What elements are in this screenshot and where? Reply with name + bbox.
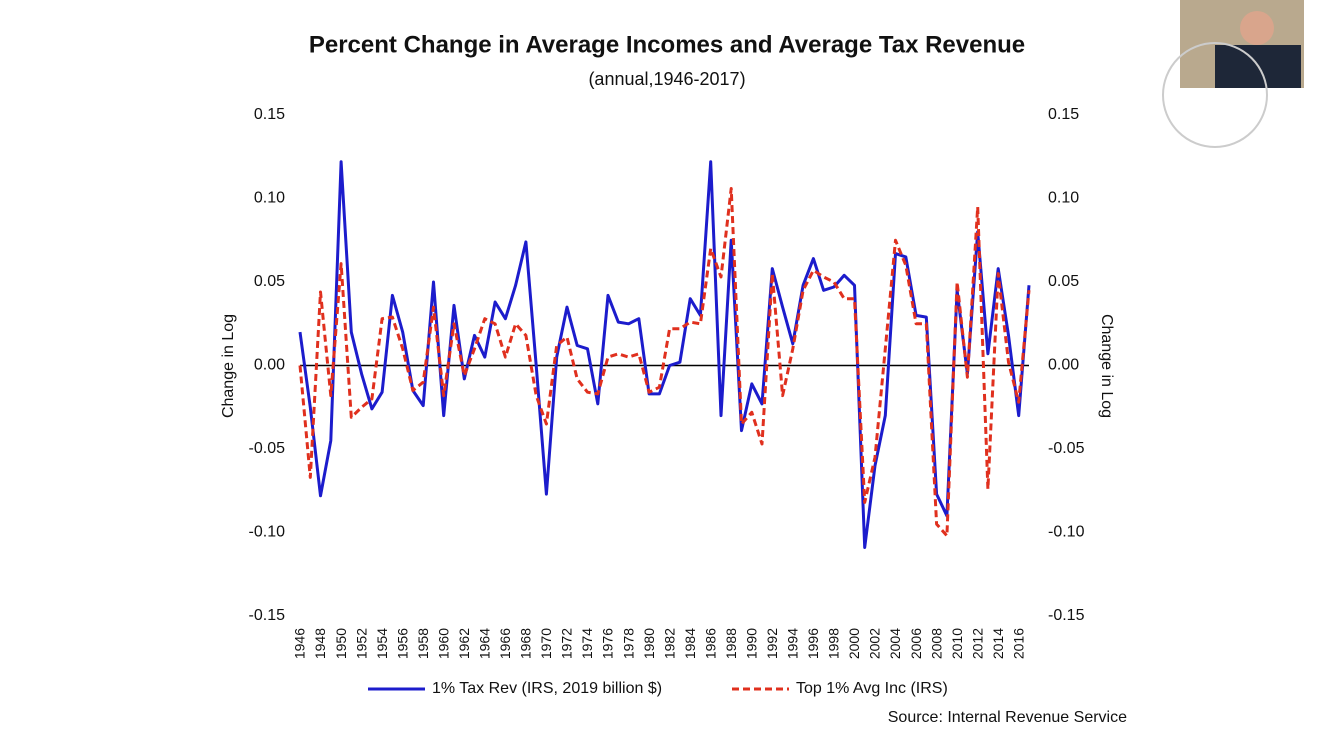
y-tick-label: 0.10 bbox=[254, 190, 285, 207]
x-tick-label: 1946 bbox=[292, 628, 308, 659]
x-tick-label: 1988 bbox=[723, 628, 739, 659]
y-tick-label: 0.05 bbox=[254, 273, 285, 290]
y2-tick-label: -0.15 bbox=[1048, 607, 1085, 624]
x-tick-label: 2006 bbox=[908, 628, 924, 659]
x-tick-label: 1956 bbox=[394, 628, 410, 659]
x-tick-label: 1964 bbox=[477, 628, 493, 659]
x-tick-label: 1974 bbox=[579, 628, 595, 659]
y-tick-label: -0.05 bbox=[249, 440, 286, 457]
x-tick-label: 2010 bbox=[949, 628, 965, 659]
x-tick-label: 1984 bbox=[682, 628, 698, 659]
x-tick-label: 1992 bbox=[764, 628, 780, 659]
x-tick-label: 1966 bbox=[497, 628, 513, 659]
y-tick-label: 0.15 bbox=[254, 106, 285, 123]
series-line bbox=[298, 187, 1031, 538]
x-tick-label: 1948 bbox=[312, 628, 328, 659]
x-tick-label: 1980 bbox=[641, 628, 657, 659]
x-tick-label: 2012 bbox=[969, 628, 985, 659]
x-tick-label: 1962 bbox=[456, 628, 472, 659]
x-tick-label: 1970 bbox=[538, 628, 554, 659]
x-tick-label: 1986 bbox=[702, 628, 718, 659]
y-tick-label: -0.10 bbox=[249, 524, 286, 541]
y-axis-label: Change in Log bbox=[220, 314, 237, 418]
x-tick-label: 2008 bbox=[928, 628, 944, 659]
y2-tick-label: 0.15 bbox=[1048, 106, 1079, 123]
y2-tick-label: -0.10 bbox=[1048, 524, 1085, 541]
source-note: Source: Internal Revenue Service bbox=[888, 709, 1127, 726]
x-tick-label: 1978 bbox=[620, 628, 636, 659]
y2-tick-label: 0.10 bbox=[1048, 190, 1079, 207]
x-tick-label: 2016 bbox=[1010, 628, 1026, 659]
y2-axis-label: Change in Log bbox=[1098, 314, 1115, 418]
chart-title: Percent Change in Average Incomes and Av… bbox=[309, 31, 1025, 58]
x-tick-label: 1958 bbox=[415, 628, 431, 659]
x-tick-label: 1996 bbox=[805, 628, 821, 659]
y-tick-label: 0.00 bbox=[254, 357, 285, 374]
legend-label: 1% Tax Rev (IRS, 2019 billion $) bbox=[432, 680, 662, 697]
x-tick-label: 1952 bbox=[353, 628, 369, 659]
series-line bbox=[298, 160, 1031, 549]
x-tick-label: 1982 bbox=[661, 628, 677, 659]
y2-tick-label: -0.05 bbox=[1048, 440, 1085, 457]
x-tick-label: 2014 bbox=[990, 628, 1006, 659]
x-tick-label: 1950 bbox=[333, 628, 349, 659]
x-tick-label: 1994 bbox=[785, 628, 801, 659]
y-tick-label: -0.15 bbox=[249, 607, 286, 624]
y2-tick-label: 0.00 bbox=[1048, 357, 1079, 374]
x-tick-label: 2000 bbox=[846, 628, 862, 659]
x-tick-label: 1972 bbox=[559, 628, 575, 659]
x-tick-label: 1976 bbox=[600, 628, 616, 659]
x-tick-label: 1998 bbox=[826, 628, 842, 659]
y2-tick-label: 0.05 bbox=[1048, 273, 1079, 290]
x-tick-label: 1954 bbox=[374, 628, 390, 659]
x-tick-label: 1968 bbox=[518, 628, 534, 659]
x-tick-label: 1990 bbox=[743, 628, 759, 659]
x-tick-label: 2002 bbox=[867, 628, 883, 659]
legend-label: Top 1% Avg Inc (IRS) bbox=[796, 680, 948, 697]
chart-subtitle: (annual,1946-2017) bbox=[588, 69, 745, 89]
x-tick-label: 1960 bbox=[435, 628, 451, 659]
x-tick-label: 2004 bbox=[887, 628, 903, 659]
webcam-inset bbox=[1162, 0, 1304, 148]
